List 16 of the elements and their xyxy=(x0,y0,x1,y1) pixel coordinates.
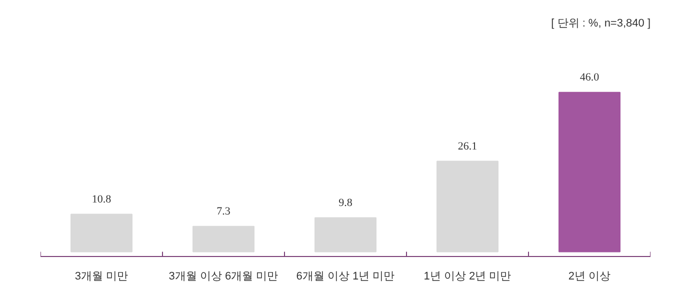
bar xyxy=(558,92,620,252)
bar xyxy=(192,226,254,252)
bar xyxy=(70,214,132,252)
data-label: 26.1 xyxy=(458,140,478,152)
bar xyxy=(314,217,376,252)
x-tick-label: 6개월 이상 1년 미만 xyxy=(296,270,395,282)
data-label: 10.8 xyxy=(92,193,112,206)
x-tick-label: 1년 이상 2년 미만 xyxy=(424,270,512,282)
text: [ 단위 : %, n=3,840 ] xyxy=(551,18,651,30)
x-tick-label: 2년 이상 xyxy=(568,270,611,282)
x-tick-label: 3개월 이상 6개월 미만 xyxy=(168,270,278,282)
data-label: 7.3 xyxy=(216,205,231,218)
data-label: 46.0 xyxy=(580,71,600,84)
data-label: 9.8 xyxy=(338,196,353,209)
bar xyxy=(436,160,498,252)
x-tick-label: 3개월 미만 xyxy=(74,270,128,282)
